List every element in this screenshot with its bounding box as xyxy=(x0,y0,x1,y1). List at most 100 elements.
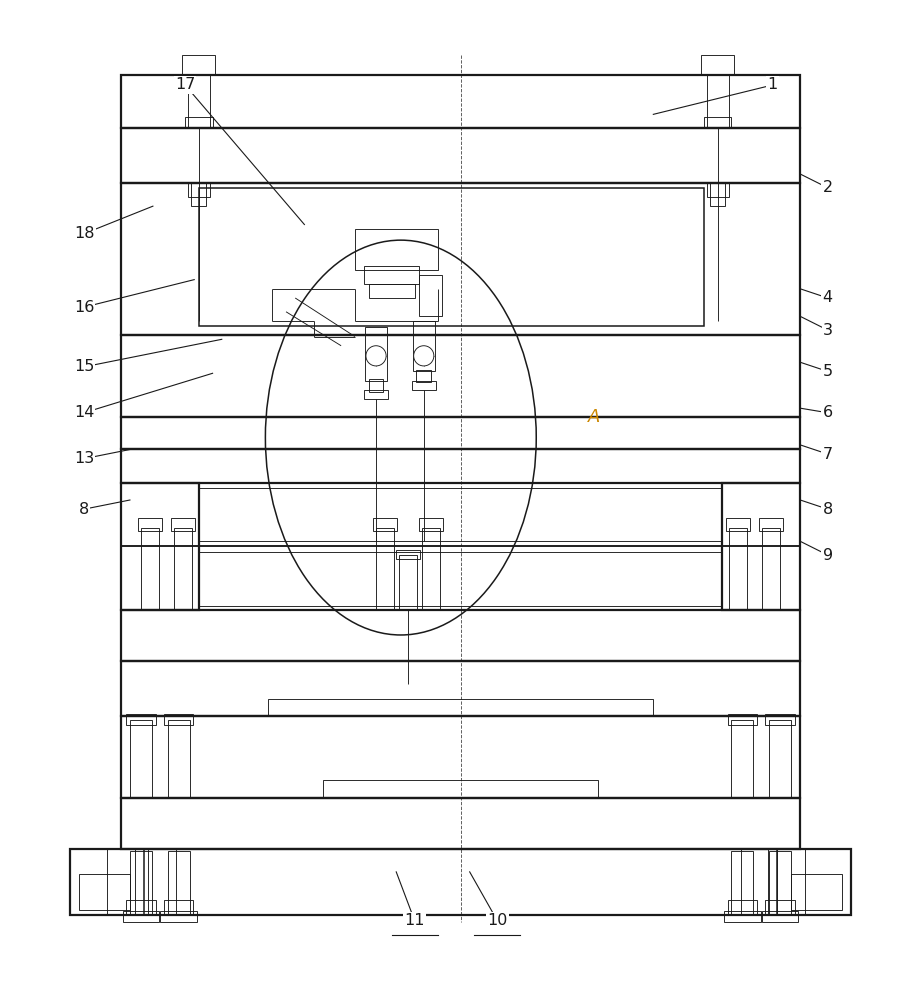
Bar xyxy=(121,183,800,335)
Bar xyxy=(355,229,437,270)
Bar xyxy=(160,911,197,922)
Bar xyxy=(164,714,193,725)
Bar xyxy=(364,266,419,284)
Bar xyxy=(413,321,435,371)
Bar xyxy=(199,488,722,541)
Bar xyxy=(769,851,791,915)
Text: 14: 14 xyxy=(74,405,94,420)
Bar xyxy=(759,518,783,531)
Bar xyxy=(729,528,747,610)
Bar xyxy=(373,518,397,531)
Text: 13: 13 xyxy=(74,451,94,466)
Bar xyxy=(121,716,800,798)
Text: 17: 17 xyxy=(175,77,195,92)
Bar xyxy=(121,417,800,449)
Bar xyxy=(121,483,199,610)
Text: 15: 15 xyxy=(74,359,94,374)
Bar xyxy=(376,528,394,610)
Bar xyxy=(416,370,431,382)
Bar xyxy=(168,851,190,915)
Bar xyxy=(769,720,791,798)
Circle shape xyxy=(366,346,386,366)
Bar xyxy=(765,714,795,725)
Bar xyxy=(121,798,800,849)
Bar xyxy=(706,75,729,128)
Bar xyxy=(126,714,156,725)
Bar xyxy=(121,335,800,417)
Bar xyxy=(422,528,440,610)
Bar xyxy=(121,546,800,610)
Bar xyxy=(188,75,210,128)
Bar xyxy=(122,911,159,922)
Text: 4: 4 xyxy=(822,290,833,305)
Bar xyxy=(777,849,851,915)
Text: 18: 18 xyxy=(74,226,94,241)
Bar xyxy=(706,183,729,197)
Bar xyxy=(130,720,152,798)
Bar xyxy=(70,849,851,915)
Bar xyxy=(79,874,130,910)
Bar xyxy=(126,900,156,915)
Bar xyxy=(368,379,383,392)
Bar xyxy=(171,518,195,531)
Bar xyxy=(168,720,190,798)
Bar xyxy=(130,851,152,915)
Bar xyxy=(722,483,800,610)
Bar xyxy=(164,900,193,915)
Text: 11: 11 xyxy=(404,913,425,928)
Bar xyxy=(740,849,768,915)
Bar xyxy=(731,851,753,915)
Bar xyxy=(121,483,800,546)
Bar xyxy=(762,528,780,610)
Bar xyxy=(368,284,414,298)
Text: 6: 6 xyxy=(822,405,833,420)
Text: A: A xyxy=(588,408,600,426)
Text: 10: 10 xyxy=(487,913,507,928)
Bar xyxy=(192,183,206,206)
Text: 8: 8 xyxy=(822,502,833,517)
Bar xyxy=(199,188,704,326)
Bar xyxy=(419,518,443,531)
Bar xyxy=(364,390,388,399)
Bar xyxy=(107,849,134,915)
Bar xyxy=(121,610,800,661)
Bar xyxy=(268,699,653,716)
Text: 16: 16 xyxy=(74,300,94,315)
Text: 3: 3 xyxy=(822,323,833,338)
Bar xyxy=(322,780,599,798)
Bar xyxy=(728,900,757,915)
Bar xyxy=(728,714,757,725)
Circle shape xyxy=(414,346,434,366)
Bar xyxy=(710,183,725,206)
Text: 9: 9 xyxy=(822,548,833,563)
Bar xyxy=(199,552,722,606)
Text: 7: 7 xyxy=(822,447,833,462)
Bar xyxy=(701,55,734,75)
Bar xyxy=(791,874,842,910)
Text: 8: 8 xyxy=(79,502,89,517)
Bar xyxy=(148,849,176,915)
Bar xyxy=(365,327,387,381)
Text: 2: 2 xyxy=(822,180,833,195)
Bar xyxy=(188,183,210,197)
Bar xyxy=(399,555,417,610)
Bar xyxy=(777,849,805,915)
Bar xyxy=(121,449,800,483)
Bar xyxy=(412,381,436,390)
Bar xyxy=(726,518,750,531)
Bar xyxy=(396,550,420,559)
Bar xyxy=(419,275,442,316)
Bar xyxy=(141,528,159,610)
Bar xyxy=(138,518,162,531)
Text: 1: 1 xyxy=(767,77,778,92)
Bar xyxy=(182,55,216,75)
Bar xyxy=(704,117,731,128)
Bar xyxy=(765,900,795,915)
Bar xyxy=(724,911,761,922)
Bar xyxy=(70,849,144,915)
Bar xyxy=(121,661,800,716)
Bar xyxy=(731,720,753,798)
Bar xyxy=(174,528,192,610)
Text: 5: 5 xyxy=(822,364,833,379)
Bar xyxy=(185,117,213,128)
